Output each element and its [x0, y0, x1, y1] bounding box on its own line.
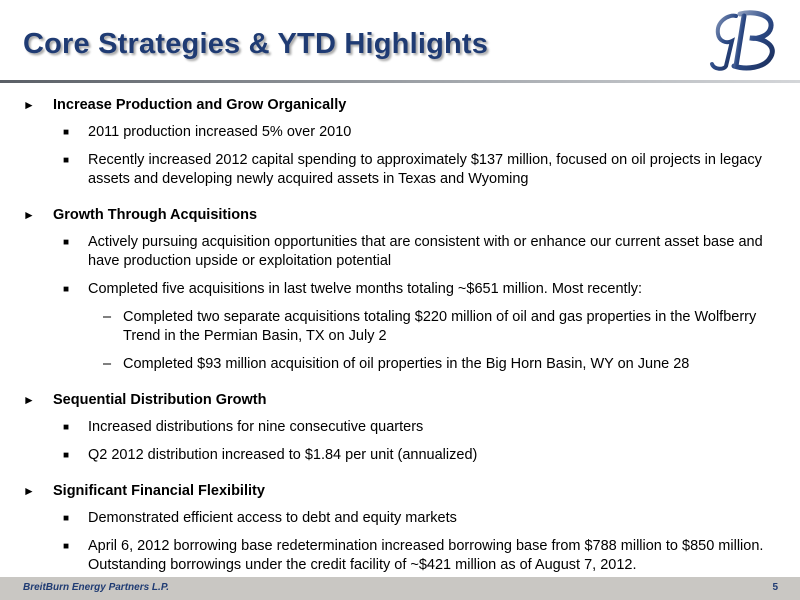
- bullet-content: ► Increase Production and Grow Organical…: [0, 96, 800, 584]
- footer-company-name: BreitBurn Energy Partners L.P.: [23, 582, 169, 593]
- section-heading: ► Growth Through Acquisitions: [23, 207, 258, 223]
- bullet-item: ■ Increased distributions for nine conse…: [63, 419, 424, 435]
- dash-bullet-icon: –: [103, 356, 112, 372]
- bullet-item: ■ 2011 production increased 5% over 2010: [63, 124, 352, 140]
- bullet-item: ■ April 6, 2012 borrowing base redetermi…: [63, 538, 764, 573]
- bullet-item: ■ Q2 2012 distribution increased to $1.8…: [63, 447, 478, 463]
- section-acquisitions: ► Growth Through Acquisitions ■ Actively…: [0, 206, 800, 374]
- square-bullet-icon: ■: [63, 513, 70, 524]
- section-heading: ► Significant Financial Flexibility: [23, 483, 265, 499]
- square-bullet-icon: ■: [63, 541, 70, 552]
- bullet-item: ■ Demonstrated efficient access to debt …: [63, 510, 457, 526]
- section-distribution-growth: ► Sequential Distribution Growth ■ Incre…: [0, 391, 800, 465]
- section-heading: ► Increase Production and Grow Organical…: [23, 97, 347, 113]
- sub-bullet-item: – Completed $93 million acquisition of o…: [103, 356, 690, 372]
- square-bullet-icon: ■: [63, 422, 70, 433]
- page-number: 5: [772, 582, 778, 593]
- slide-title: Core Strategies & YTD Highlights: [23, 28, 489, 60]
- triangle-bullet-icon: ►: [23, 393, 35, 407]
- triangle-bullet-icon: ►: [23, 484, 35, 498]
- square-bullet-icon: ■: [63, 237, 70, 248]
- square-bullet-icon: ■: [63, 155, 70, 166]
- section-heading: ► Sequential Distribution Growth: [23, 392, 267, 408]
- bullet-item: ■ Recently increased 2012 capital spendi…: [63, 152, 762, 187]
- square-bullet-icon: ■: [63, 284, 70, 295]
- title-divider: [0, 80, 800, 83]
- square-bullet-icon: ■: [63, 127, 70, 138]
- breitburn-logo: [710, 10, 775, 71]
- footer-bar: BreitBurn Energy Partners L.P. 5: [0, 577, 800, 600]
- bullet-item: ■ Completed five acquisitions in last tw…: [63, 281, 643, 297]
- section-organic-growth: ► Increase Production and Grow Organical…: [0, 96, 800, 189]
- dash-bullet-icon: –: [103, 309, 112, 325]
- section-financial-flexibility: ► Significant Financial Flexibility ■ De…: [0, 482, 800, 575]
- triangle-bullet-icon: ►: [23, 98, 35, 112]
- sub-bullet-item: – Completed two separate acquisitions to…: [103, 309, 757, 344]
- square-bullet-icon: ■: [63, 450, 70, 461]
- triangle-bullet-icon: ►: [23, 208, 35, 222]
- bullet-item: ■ Actively pursuing acquisition opportun…: [63, 234, 763, 269]
